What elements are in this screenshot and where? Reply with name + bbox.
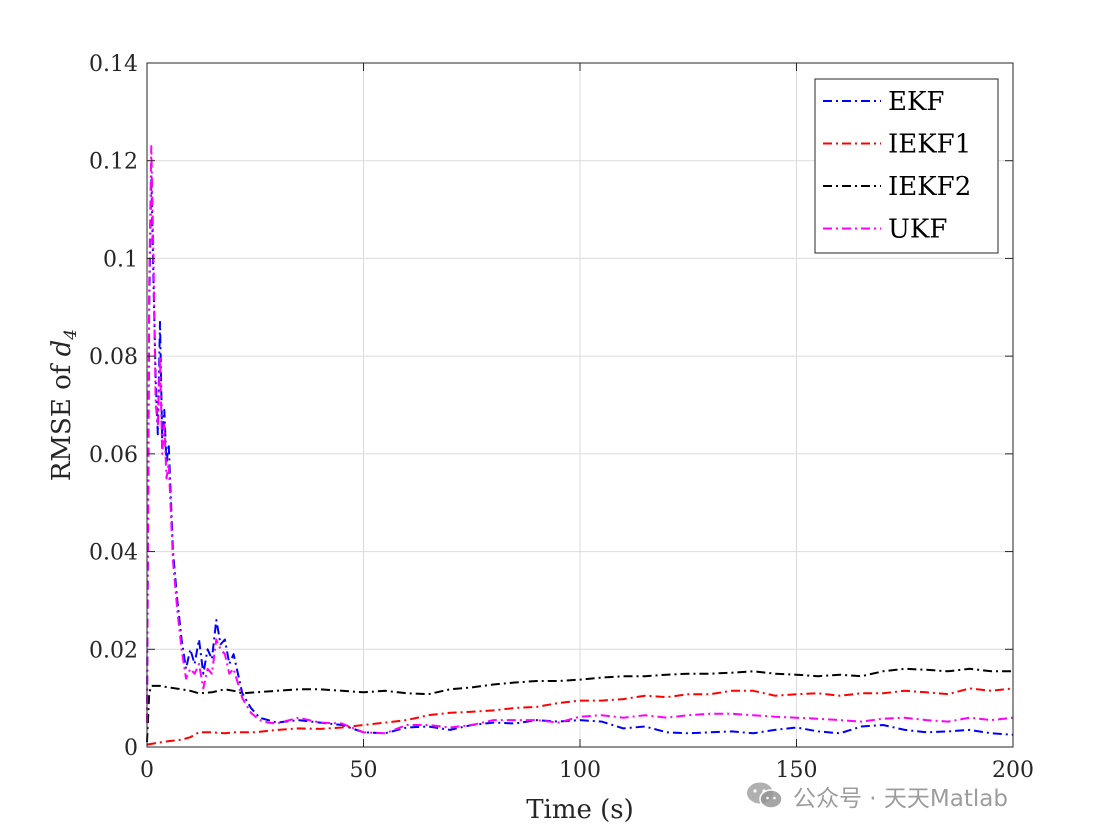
legend-box	[814, 78, 999, 254]
y-axis-label-sub: 4	[61, 329, 81, 341]
y-tick-label: 0.06	[89, 443, 138, 468]
y-axis-label: RMSE of d4	[47, 329, 81, 481]
x-axis-label: Time (s)	[526, 795, 634, 825]
y-tick-label: 0.08	[89, 345, 138, 370]
legend-label-iekf2: IEKF2	[888, 172, 971, 202]
y-axis-label-prefix: RMSE of	[47, 356, 77, 481]
wechat-icon	[747, 782, 783, 809]
y-tick-label: 0.04	[89, 541, 138, 566]
y-axis-label-var: d	[47, 340, 77, 357]
y-tick-label: 0.02	[89, 638, 138, 663]
legend-label-ekf: EKF	[888, 87, 944, 117]
x-tick-label: 150	[776, 758, 818, 783]
legend-label-iekf1: IEKF1	[888, 130, 971, 160]
x-tick-label: 100	[559, 758, 601, 783]
y-tick-label: 0.14	[89, 52, 138, 77]
series-line-ukf	[146, 145, 1014, 735]
x-tick-label: 50	[350, 758, 378, 783]
series-line-iekf1	[146, 687, 1014, 746]
axis-ticks: 0 50 100 150 200 0 0.02 0.04 0.06 0.08 0.1 0.12 0.14	[89, 52, 1034, 783]
watermark-text: 公众号 · 天天Matlab	[793, 786, 1008, 812]
watermark: 公众号 · 天天Matlab	[745, 778, 1008, 814]
x-tick-label: 0	[140, 758, 154, 783]
legend-label-ukf: UKF	[888, 215, 947, 245]
y-tick-label: 0	[124, 736, 138, 761]
y-tick-label: 0.12	[89, 150, 138, 175]
x-tick-label: 200	[992, 758, 1034, 783]
series-lines	[146, 145, 1014, 746]
legend: EKF IEKF1 IEKF2 UKF	[814, 78, 999, 254]
series-line-iekf2	[146, 667, 1013, 743]
y-tick-label: 0.1	[103, 247, 138, 272]
series-line-ekf	[146, 174, 1014, 736]
